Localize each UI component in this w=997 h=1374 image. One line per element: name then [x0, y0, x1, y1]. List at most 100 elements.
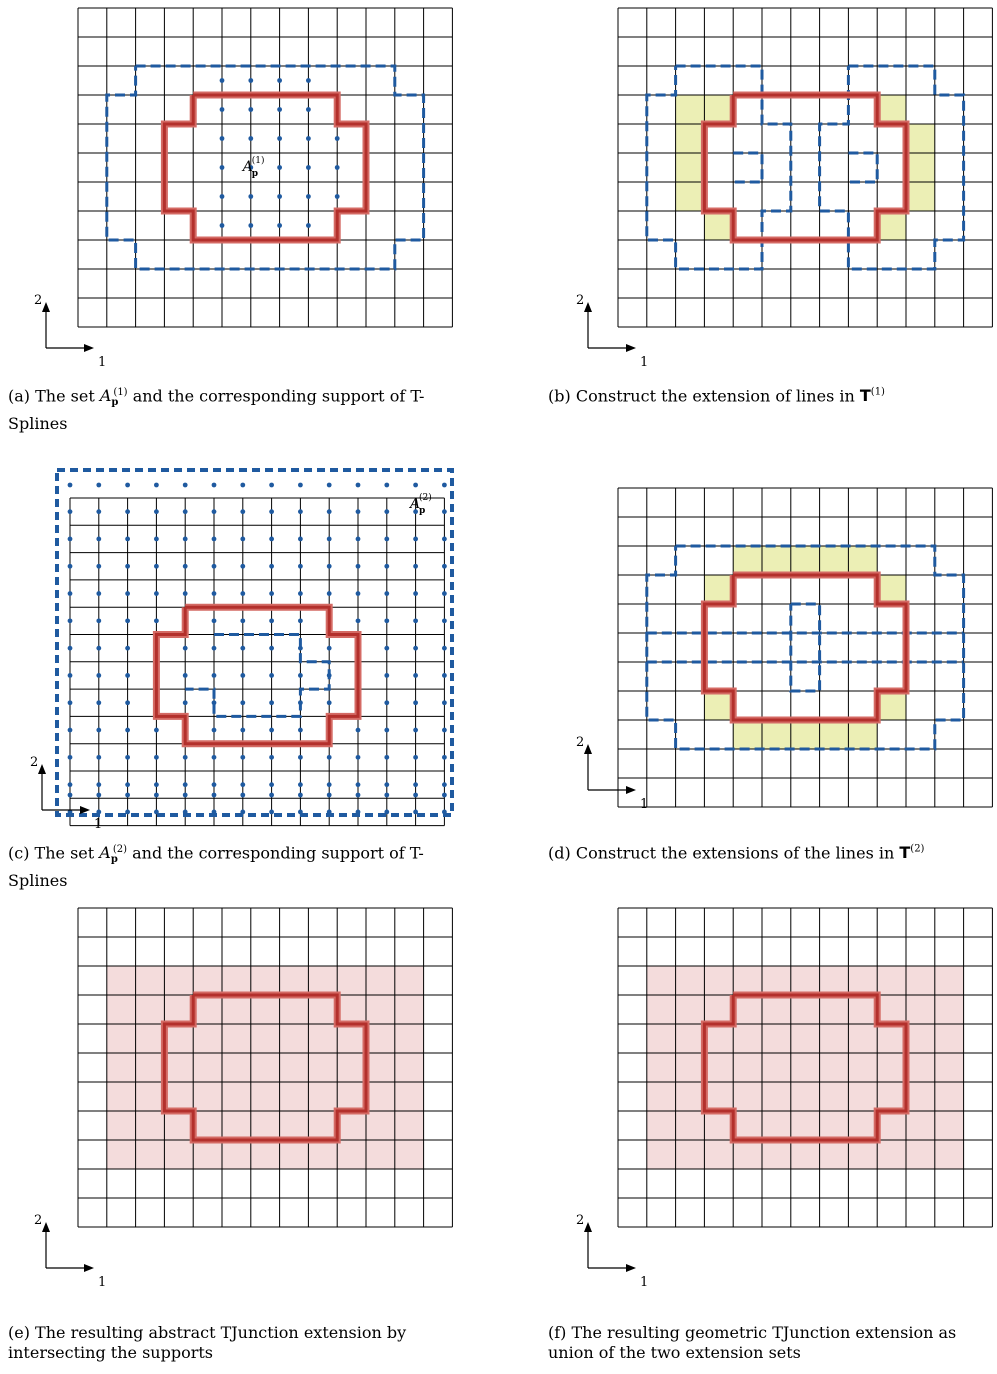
extension-fill	[646, 966, 964, 1169]
extension-fill	[106, 966, 424, 1169]
anchor-dot	[326, 754, 332, 760]
anchor-dot	[125, 618, 130, 624]
anchor-dot	[211, 673, 217, 678]
anchor-dot	[298, 754, 303, 760]
mesh-diagram-c: Ap(2)21	[30, 468, 454, 832]
anchor-set-sup: (1)	[252, 155, 265, 166]
anchor-dot	[384, 509, 390, 515]
axis-indicator: 21	[576, 735, 648, 812]
anchor-dot	[334, 165, 340, 170]
region-boundary	[702, 573, 908, 722]
anchor-dot	[306, 136, 311, 141]
anchor-dot	[413, 645, 418, 651]
anchor-dot	[67, 809, 73, 815]
anchor-dot	[384, 591, 390, 596]
axis-1-arrowhead	[626, 786, 636, 794]
anchor-dot	[306, 194, 311, 199]
anchor-dot	[96, 482, 102, 488]
anchor-dot	[384, 618, 390, 624]
anchor-dot	[442, 754, 447, 760]
anchor-dot	[269, 792, 274, 798]
anchor-dot	[125, 645, 130, 651]
anchor-dot	[442, 809, 447, 815]
anchor-dot	[326, 809, 332, 815]
anchor-dot	[269, 482, 274, 488]
anchor-dot	[240, 645, 246, 651]
anchor-dot	[96, 700, 102, 706]
anchor-dot	[182, 754, 188, 760]
anchor-dot	[442, 618, 447, 624]
mesh-grid	[617, 7, 993, 328]
anchor-dot	[355, 563, 361, 569]
caption-symbol: T(2)	[899, 843, 925, 863]
axis-2-arrowhead	[42, 302, 50, 312]
anchor-dot	[413, 673, 418, 678]
support-outline	[105, 64, 426, 271]
extension-fill	[733, 546, 878, 575]
anchor-dot	[240, 618, 246, 624]
anchor-dot	[442, 591, 447, 596]
caption-text: The set	[34, 843, 95, 863]
anchor-dot	[182, 591, 188, 596]
anchor-dot	[326, 700, 332, 706]
region-boundary	[702, 93, 908, 242]
axis-1-arrowhead	[626, 1264, 636, 1272]
anchor-dot	[326, 792, 332, 798]
anchor-dot	[277, 194, 282, 199]
anchor-dot	[240, 727, 246, 733]
anchor-dot	[96, 591, 102, 596]
anchor-dot	[182, 782, 188, 788]
anchor-dot	[67, 618, 73, 624]
anchor-dot	[355, 536, 361, 542]
axis-indicator: 21	[34, 1213, 106, 1290]
anchor-dot	[125, 591, 130, 596]
caption-text: The set	[35, 386, 95, 406]
caption-a: (a) The set Ap(1) and the corresponding …	[8, 383, 478, 434]
caption-b: (b) Construct the extension of lines in …	[548, 383, 988, 406]
anchor-dot	[211, 618, 217, 624]
anchor-dot	[442, 536, 447, 542]
anchor-dot	[442, 782, 447, 788]
caption-d: (d) Construct the extensions of the line…	[548, 840, 988, 863]
anchor-dot	[67, 591, 73, 596]
support-outline-right	[818, 64, 966, 271]
anchor-dot	[154, 782, 159, 788]
axis-2-arrowhead	[584, 744, 592, 754]
anchor-dot	[298, 727, 303, 733]
anchor-dot	[326, 509, 332, 515]
anchor-dot	[442, 563, 447, 569]
caption-label: (c)	[8, 843, 30, 863]
support-outline	[645, 544, 966, 751]
anchor-dot	[154, 536, 159, 542]
anchor-dot	[277, 165, 282, 170]
anchor-dot	[182, 792, 188, 798]
anchor-dot	[298, 536, 303, 542]
anchor-dot	[67, 754, 73, 760]
anchor-dot	[219, 107, 225, 112]
extension-fill	[906, 124, 935, 211]
anchor-dot	[125, 727, 130, 733]
caption-label: (a)	[8, 386, 31, 406]
anchor-dot	[125, 782, 130, 788]
extension-fill	[704, 211, 734, 240]
anchor-dot	[413, 536, 418, 542]
mesh-grid	[617, 907, 993, 1228]
axis-2-label: 2	[30, 755, 38, 770]
caption-f: (f) The resulting geometric TJunction ex…	[548, 1323, 988, 1363]
anchor-dot	[442, 645, 447, 651]
anchor-dot	[355, 792, 361, 798]
anchor-dot	[269, 727, 274, 733]
extension-fill	[733, 720, 878, 749]
anchor-dot	[334, 136, 340, 141]
anchor-dot	[413, 754, 418, 760]
anchor-dot	[240, 782, 246, 788]
anchor-dot	[211, 591, 217, 596]
axis-indicator: 21	[34, 293, 106, 370]
anchor-set-label: A	[241, 159, 253, 175]
anchor-dot	[96, 536, 102, 542]
anchor-dot	[182, 645, 188, 651]
